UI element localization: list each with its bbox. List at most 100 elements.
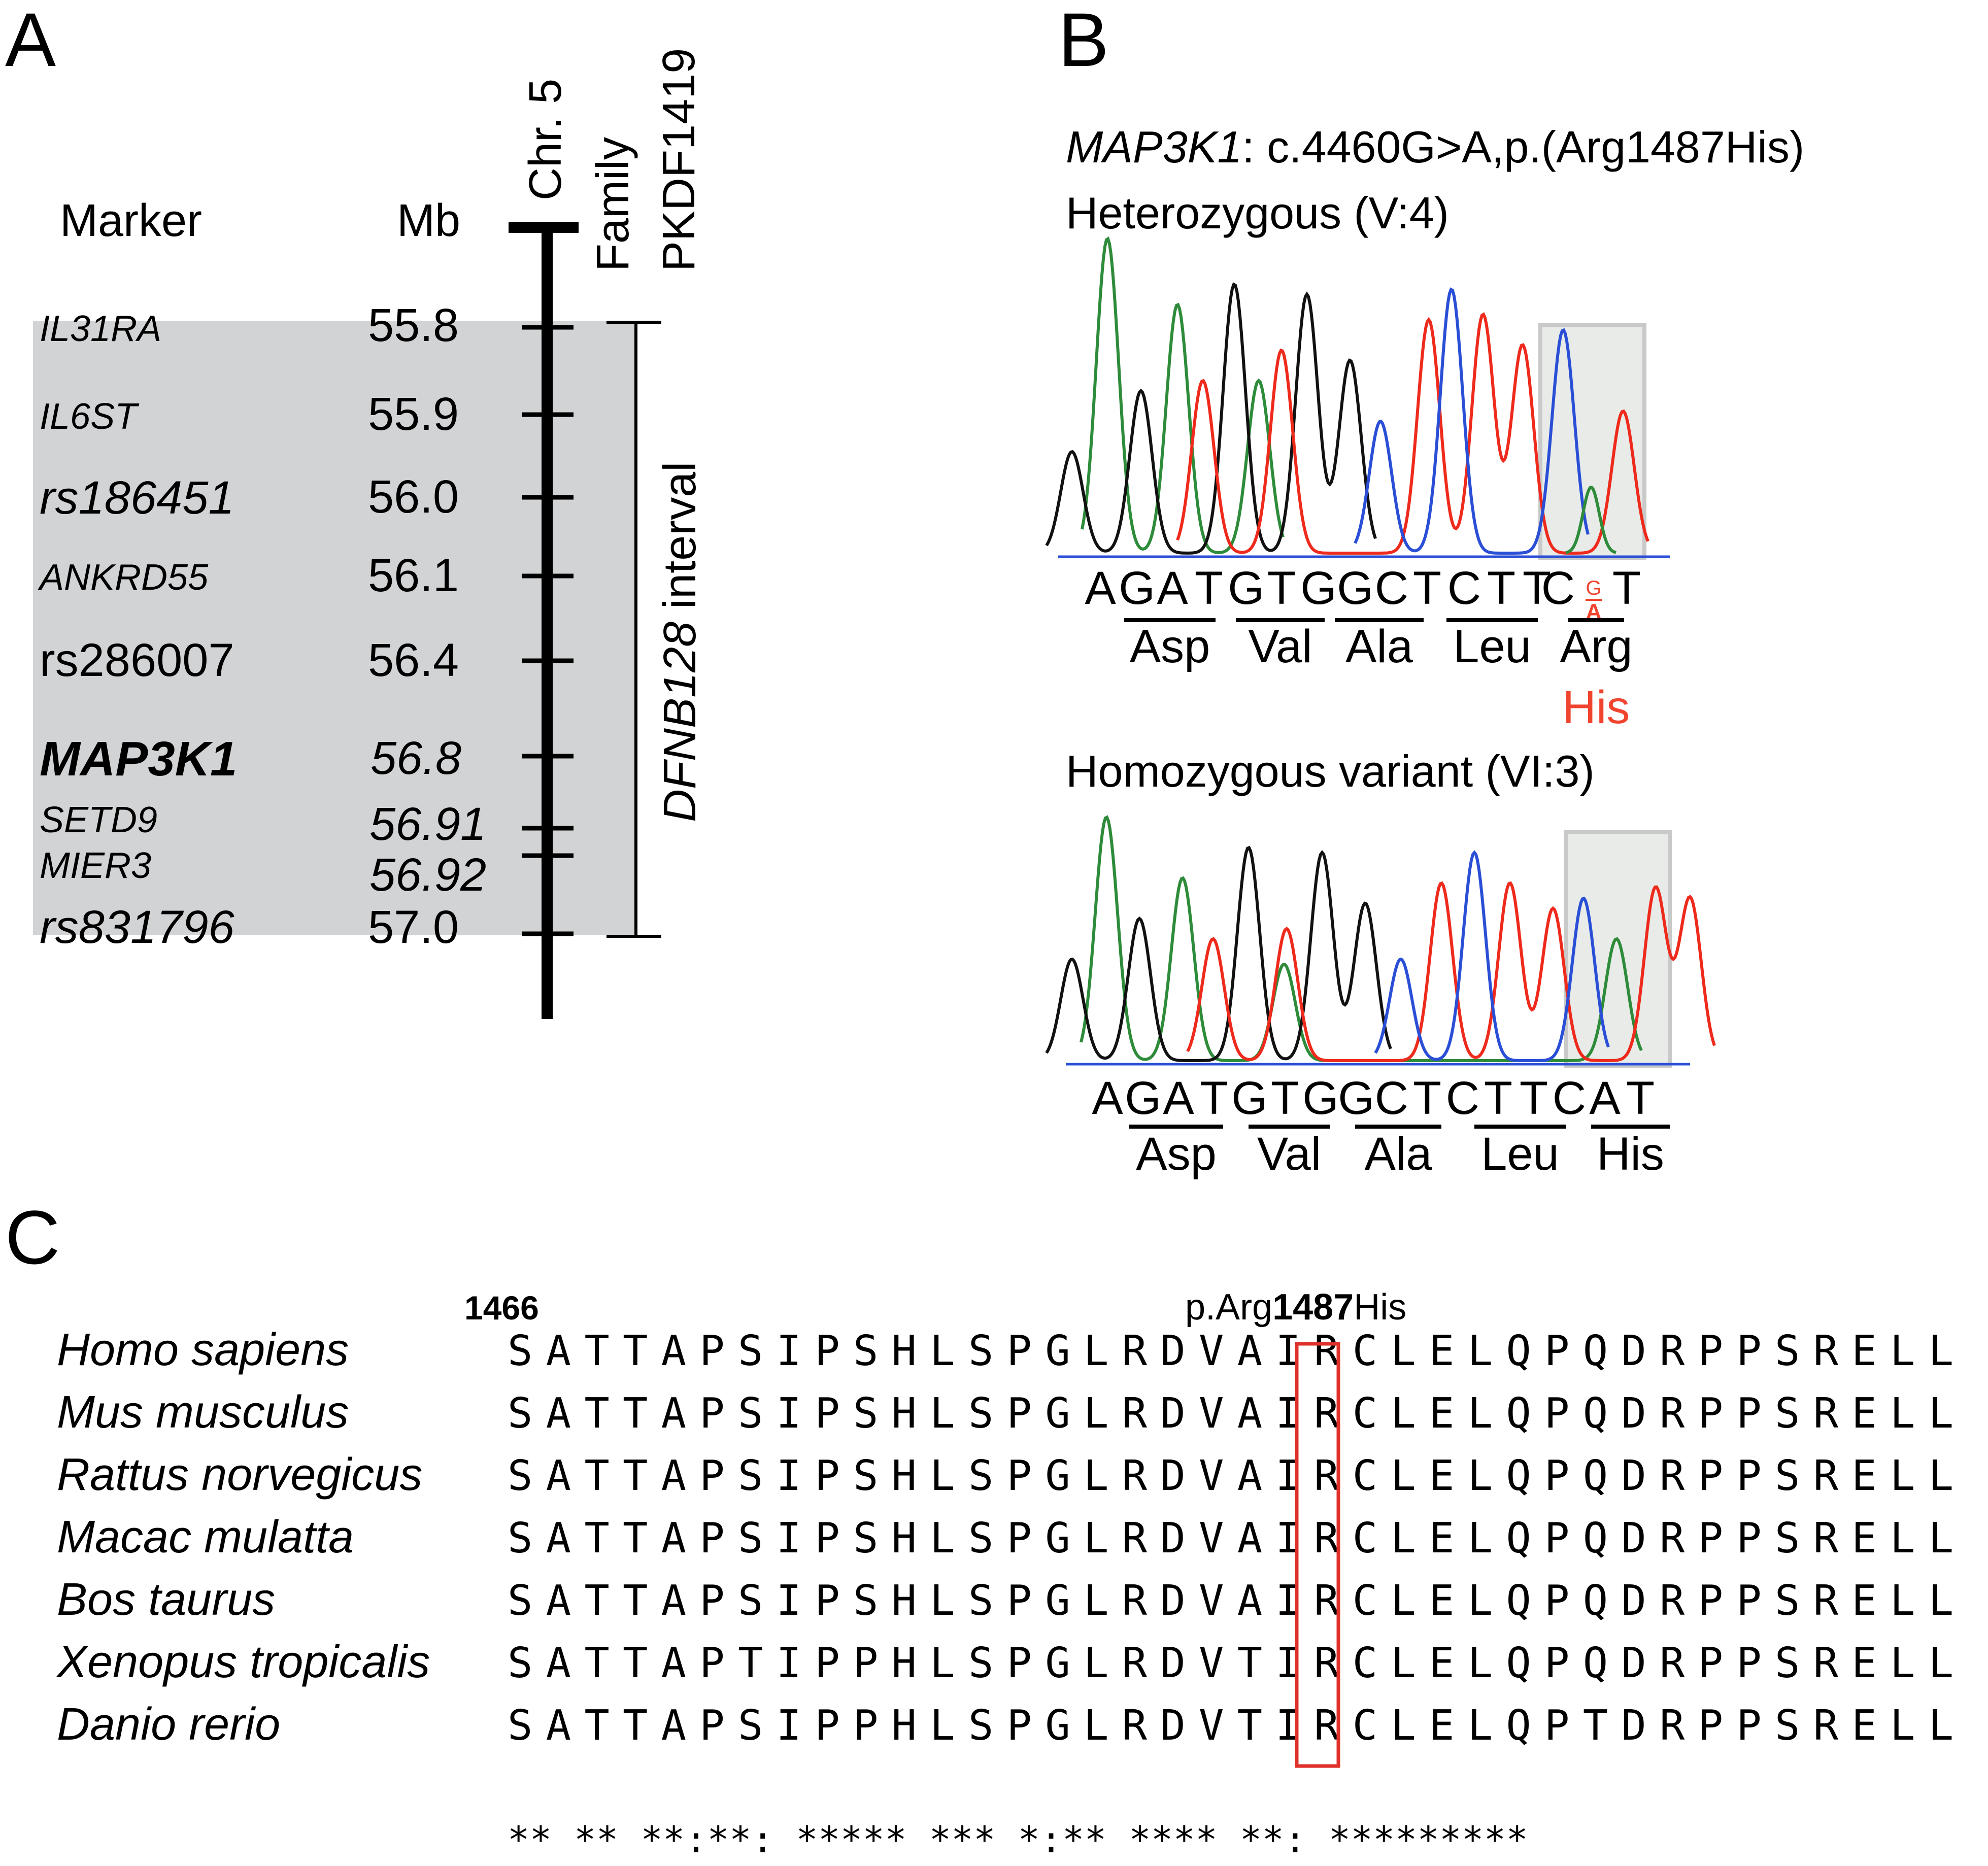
codon-label: Arg [1560,621,1632,672]
marker-mb: 56.91 [369,798,486,850]
marker-mb: 55.9 [368,388,459,440]
base-calls: A G A T G T G G C T C T TC GA T [1085,562,1641,624]
marker-name-highlight: MAP3K1 [40,732,237,786]
chromatogram-trace [1081,236,1285,554]
sequence-row: SATTAPSIPSHLSPGLRDVAIRCLELQPQDRPPSRELL [508,1514,1967,1563]
base-call: G [1125,1072,1161,1124]
panel-b: B MAP3K1: c.4460G>A,p.(Arg1487His) Heter… [1045,0,1804,1180]
marker-column-header: Marker [60,195,202,246]
base-call: T [1413,562,1441,614]
variant-highlight-box [1538,323,1646,560]
chromatogram-trace [1374,850,1610,1062]
marker-name: IL6ST [40,396,140,437]
marker-mb: 56.92 [369,849,486,901]
species-name: Rattus norvegicus [57,1449,422,1500]
base-call-reference: G [1586,577,1601,599]
marker-mb: 57.0 [368,901,459,953]
base-call: G [1302,1072,1339,1124]
base-call: T [1520,1072,1548,1124]
species-name: Bos taurus [57,1574,275,1625]
family-label: Family [588,137,638,272]
sequence-row: SATTAPSIPSHLSPGLRDVAIRCLELQPQDRPPSRELL [508,1577,1967,1625]
alignment-start-position: 1466 [464,1289,539,1327]
variant-title: MAP3K1: c.4460G>A,p.(Arg1487His) [1066,122,1804,172]
species-name: Mus musculus [57,1387,349,1438]
panel-c: C 1466 p.Arg1487His Homo sapiens SATTAPSI… [5,1195,1967,1861]
base-call: A [1085,562,1116,614]
codon-label: Val [1248,621,1312,672]
marker-mb: 56.4 [368,634,459,686]
chromatogram-trace [1565,485,1616,554]
species-name: Danio rerio [57,1699,280,1750]
alignment: Homo sapiens SATTAPSIPSHLSPGLRDVAIRCLELQP… [56,1325,1967,1861]
homozygous-title: Homozygous variant (VI:3) [1066,746,1595,796]
base-calls: A G A T G T GG C T C T T C A T [1092,1072,1655,1124]
homozygous-chromatogram: A G A T G T GG C T C T T C A T Asp Val Ala Leu His [1045,815,1716,1180]
base-call: G [1228,562,1264,614]
mb-column-header: Mb [397,195,460,246]
species-name: Homo sapiens [57,1325,349,1375]
codon-label: Asp [1130,621,1210,672]
base-call: T [1195,562,1223,614]
sequence-row: SATTAPSIPSHLSPGLRDVAIRCLELQPQDRPPSRELL [508,1327,1967,1375]
base-call: A [1589,1072,1621,1124]
base-call: G [1300,562,1337,614]
chromosome-label: Chr. 5 [520,79,571,200]
mutation-suffix: His [1354,1287,1406,1328]
marker-name: rs286007 [40,634,234,686]
base-call: G [1119,562,1155,614]
panel-label-a: A [5,0,56,82]
panel-label-c: C [5,1195,60,1280]
marker-mb: 56.1 [368,550,459,601]
variant-description: : c.4460G>A,p.(Arg1487His) [1242,122,1804,172]
marker-name: rs831796 [40,901,234,953]
base-call: G [1231,1072,1268,1124]
chromatogram-trace [1045,845,1392,1062]
base-call: T [1271,1072,1299,1124]
interval-gene: DFNB128 [655,622,705,822]
codon-label: Leu [1453,621,1531,672]
chromatogram-trace [1045,282,1377,555]
marker-mb: 56.0 [368,471,459,523]
base-call: T [1487,562,1515,614]
codon-label: His [1597,1128,1664,1180]
base-call: C [1446,1072,1479,1124]
codon-label: Leu [1481,1128,1559,1180]
variant-highlight-box [1564,830,1672,1068]
variant-amino-acid: His [1563,682,1630,733]
base-call: A [1092,1072,1123,1124]
chromatogram-trace [1080,815,1643,1062]
chromatogram-trace [1176,312,1649,555]
base-call: T [1626,1072,1655,1124]
base-call: C [1447,562,1481,614]
trace-group [1045,236,1649,555]
base-call: C [1375,562,1408,614]
family-id: PKDF1419 [654,48,704,272]
codon-label: Ala [1345,621,1413,672]
mutation-position: 1487 [1272,1287,1354,1328]
base-call: T [1267,562,1296,614]
base-call: G [1338,1072,1374,1124]
base-call: T [1523,562,1551,614]
marker-name: SETD9 [40,800,157,840]
base-call: C [1375,1072,1408,1124]
heterozygous-chromatogram: A G A T G T G G C T C T TC GA T Asp Val Ala Leu Arg His [1045,236,1670,733]
conservation-line: ** ** **:**: ***** *** *:** **** **: ***… [508,1818,1528,1861]
sequence-row: SATTAPTIPPHLSPGLRDVTIRCLELQPQDRPPSRELL [508,1639,1967,1687]
sequence-row: SATTAPSIPSHLSPGLRDVAIRCLELQPQDRPPSRELL [508,1452,1967,1500]
base-call: C [1553,1072,1586,1124]
base-call: A [1163,1072,1194,1124]
marker-mb: 56.8 [370,732,461,784]
marker-name: IL31RA [40,309,161,349]
codon-labels: Asp Val Ala Leu Arg His [1124,618,1633,733]
marker-name: MIER3 [40,845,151,886]
chromatogram-trace [1186,881,1716,1062]
codon-label: Ala [1365,1128,1433,1180]
base-call: T [1413,1072,1441,1124]
mutation-prefix: p.Arg [1185,1287,1272,1328]
interval-shading [33,321,637,935]
trace-group [1045,815,1716,1062]
conserved-residue-box [1295,1342,1340,1768]
panel-a: A Marker Mb Chr. 5 Family PKDF1419 DFNB1… [5,0,705,1019]
